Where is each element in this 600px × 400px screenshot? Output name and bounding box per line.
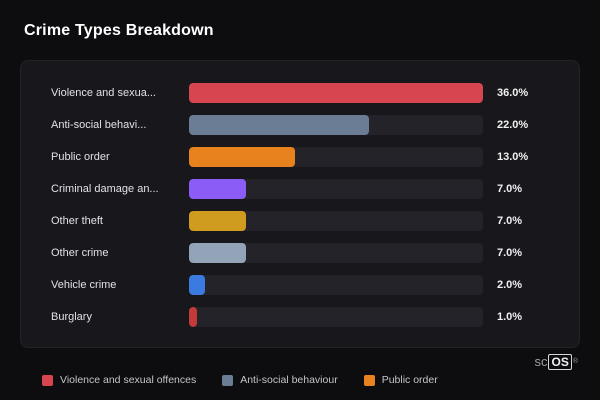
bar[interactable] [189, 243, 247, 263]
legend-label: Public order [381, 374, 438, 386]
bar-track [189, 307, 483, 327]
category-label: Public order [51, 151, 110, 163]
bar[interactable] [189, 275, 206, 295]
bar[interactable] [189, 115, 369, 135]
bar-row: Violence and sexua... 36.0% [51, 77, 549, 109]
bar-track [189, 211, 483, 231]
value-label: 7.0% [497, 247, 523, 259]
category-label: Criminal damage an... [51, 183, 159, 195]
value-label: 1.0% [497, 311, 523, 323]
bar-track [189, 83, 483, 103]
value-label: 7.0% [497, 183, 523, 195]
legend-item[interactable]: Violence and sexual offences [42, 374, 196, 386]
bar[interactable] [189, 211, 247, 231]
category-label: Burglary [51, 311, 92, 323]
chart-card: Violence and sexua... 36.0% Anti-social be… [20, 60, 580, 348]
bar-row: Other theft 7.0% [51, 205, 549, 237]
bar-row: Public order 13.0% [51, 141, 549, 173]
registered-mark-icon: ® [572, 358, 578, 365]
legend-swatch-icon [222, 374, 234, 386]
bar-row: Other crime 7.0% [51, 237, 549, 269]
bar-track [189, 115, 483, 135]
bar-row: Burglary 1.0% [51, 301, 549, 333]
bar-row: Criminal damage an... 7.0% [51, 173, 549, 205]
value-label: 22.0% [497, 119, 529, 131]
category-label: Violence and sexua... [51, 87, 156, 99]
value-label: 36.0% [497, 87, 529, 99]
value-label: 13.0% [497, 151, 529, 163]
value-label: 2.0% [497, 279, 523, 291]
page-title: Crime Types Breakdown [24, 22, 214, 39]
bar-row: Anti-social behavi... 22.0% [51, 109, 549, 141]
bar[interactable] [189, 147, 296, 167]
category-label: Vehicle crime [51, 279, 117, 291]
chart-legend: Violence and sexual offences Anti-social … [42, 374, 580, 386]
legend-label: Violence and sexual offences [60, 374, 197, 386]
bar-row: Vehicle crime 2.0% [51, 269, 549, 301]
category-label: Other crime [51, 247, 109, 259]
bar-track [189, 275, 483, 295]
legend-item[interactable]: Public order [363, 374, 438, 386]
value-label: 7.0% [497, 215, 523, 227]
bar[interactable] [189, 179, 247, 199]
legend-swatch-icon [363, 374, 375, 386]
bar[interactable] [189, 83, 483, 103]
category-label: Anti-social behavi... [51, 119, 147, 131]
bar-track [189, 179, 483, 199]
legend-label: Anti-social behaviour [240, 374, 338, 386]
bar-track [189, 147, 483, 167]
bar[interactable] [189, 307, 198, 327]
legend-item[interactable]: Anti-social behaviour [222, 374, 338, 386]
legend-swatch-icon [42, 374, 53, 386]
category-label: Other theft [51, 215, 103, 227]
scos-logo: sc OS ® [534, 354, 578, 370]
logo-box: OS [548, 354, 572, 370]
bar-chart: Violence and sexua... 36.0% Anti-social be… [51, 77, 549, 333]
bar-track [189, 243, 483, 263]
logo-prefix: sc [534, 354, 548, 369]
chart-footer: sc OS ® Violence and sexual offences Anti-s… [20, 352, 580, 386]
